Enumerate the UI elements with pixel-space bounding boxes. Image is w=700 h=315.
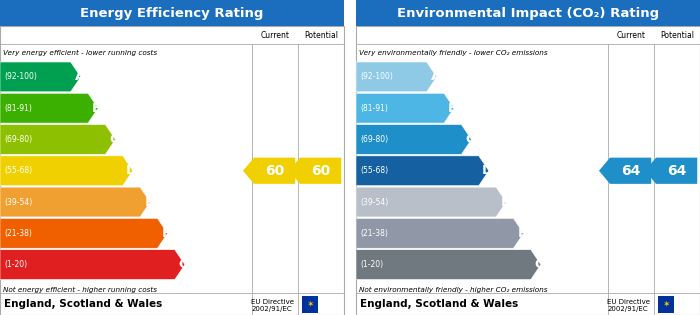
Polygon shape: [356, 218, 524, 248]
Polygon shape: [0, 62, 80, 92]
Polygon shape: [356, 124, 471, 154]
Text: Very energy efficient - lower running costs: Very energy efficient - lower running co…: [3, 50, 157, 56]
Polygon shape: [243, 158, 295, 184]
Polygon shape: [0, 93, 98, 123]
Text: EU Directive
2002/91/EC: EU Directive 2002/91/EC: [607, 299, 650, 312]
Bar: [302, 296, 318, 313]
Text: (92-100): (92-100): [4, 72, 37, 81]
Text: (55-68): (55-68): [4, 166, 32, 175]
Text: 64: 64: [667, 164, 686, 178]
Text: (69-80): (69-80): [360, 135, 388, 144]
Text: (21-38): (21-38): [360, 229, 388, 238]
Text: Environmental Impact (CO₂) Rating: Environmental Impact (CO₂) Rating: [397, 7, 659, 20]
Bar: [0, 0, 344, 26]
Text: E: E: [500, 196, 510, 209]
Bar: [0, 26, 344, 315]
Text: (55-68): (55-68): [360, 166, 388, 175]
Text: (1-20): (1-20): [4, 260, 27, 269]
Text: C: C: [466, 133, 475, 146]
Text: (1-20): (1-20): [360, 260, 383, 269]
Text: Potential: Potential: [304, 31, 338, 39]
Text: Current: Current: [617, 31, 645, 39]
Polygon shape: [356, 93, 454, 123]
Text: 60: 60: [311, 164, 330, 178]
Text: E: E: [145, 196, 154, 209]
Polygon shape: [289, 158, 341, 184]
Text: G: G: [178, 258, 189, 271]
Polygon shape: [599, 158, 651, 184]
Text: D: D: [482, 164, 493, 177]
Text: England, Scotland & Wales: England, Scotland & Wales: [4, 299, 162, 309]
Text: Very environmentally friendly - lower CO₂ emissions: Very environmentally friendly - lower CO…: [359, 50, 547, 56]
Polygon shape: [356, 156, 489, 186]
Polygon shape: [356, 187, 506, 217]
Text: Not environmentally friendly - higher CO₂ emissions: Not environmentally friendly - higher CO…: [359, 287, 547, 293]
Text: 64: 64: [621, 164, 640, 178]
Text: (69-80): (69-80): [4, 135, 32, 144]
Bar: [657, 296, 673, 313]
Text: EU Directive
2002/91/EC: EU Directive 2002/91/EC: [251, 299, 294, 312]
Text: ✶: ✶: [662, 300, 669, 308]
Polygon shape: [356, 62, 437, 92]
Polygon shape: [0, 124, 116, 154]
Text: B: B: [448, 102, 458, 115]
Text: Energy Efficiency Rating: Energy Efficiency Rating: [80, 7, 264, 20]
Bar: [356, 26, 700, 315]
Text: A: A: [430, 70, 441, 83]
Polygon shape: [0, 156, 133, 186]
Text: D: D: [126, 164, 137, 177]
Text: 60: 60: [265, 164, 284, 178]
Text: (39-54): (39-54): [4, 198, 32, 207]
Polygon shape: [0, 218, 167, 248]
Text: (92-100): (92-100): [360, 72, 393, 81]
Bar: [356, 0, 700, 26]
Polygon shape: [0, 187, 150, 217]
Text: F: F: [162, 227, 171, 240]
Text: ✶: ✶: [306, 300, 314, 308]
Text: (21-38): (21-38): [4, 229, 32, 238]
Text: England, Scotland & Wales: England, Scotland & Wales: [360, 299, 518, 309]
Polygon shape: [0, 250, 185, 279]
Text: B: B: [92, 102, 102, 115]
Text: F: F: [518, 227, 527, 240]
Text: (81-91): (81-91): [4, 104, 32, 113]
Text: Not energy efficient - higher running costs: Not energy efficient - higher running co…: [3, 287, 157, 293]
Text: Current: Current: [260, 31, 290, 39]
Polygon shape: [356, 250, 541, 279]
Text: G: G: [534, 258, 545, 271]
Text: Potential: Potential: [660, 31, 694, 39]
Text: A: A: [75, 70, 85, 83]
Text: (39-54): (39-54): [360, 198, 389, 207]
Text: (81-91): (81-91): [360, 104, 388, 113]
Polygon shape: [645, 158, 697, 184]
Text: C: C: [110, 133, 119, 146]
